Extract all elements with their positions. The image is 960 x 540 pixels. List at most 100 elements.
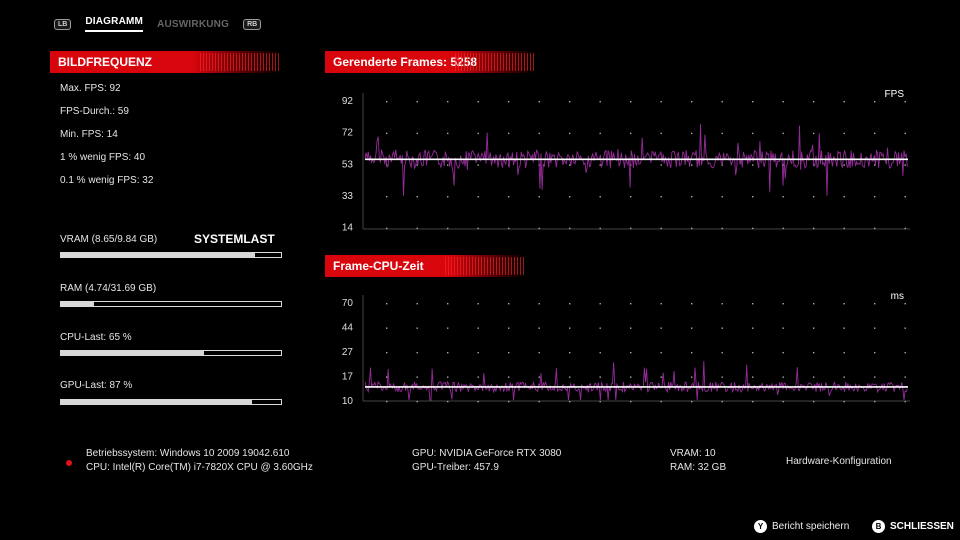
grid-dot (630, 327, 632, 329)
grid-dot (416, 400, 418, 403)
grid-dot (691, 327, 693, 329)
grid-dot (843, 101, 845, 103)
grid-dot (508, 101, 510, 103)
grid-dot (843, 351, 845, 354)
stat-1pct-low: 1 % wenig FPS: 40 (60, 152, 146, 163)
grid-dot (477, 164, 479, 166)
grid-dot (416, 101, 418, 103)
grid-dot (538, 303, 540, 305)
tab-diagramm[interactable]: DIAGRAMM (85, 16, 144, 32)
grid-dot (874, 132, 876, 135)
grid-dot (416, 327, 418, 329)
lb-button-hint[interactable]: LB (54, 18, 72, 30)
grid-dot (874, 351, 876, 354)
grid-dot (752, 400, 754, 403)
grid-dot (721, 132, 723, 135)
rb-button-hint[interactable]: RB (243, 18, 262, 30)
cpu-meter-label: CPU-Last: 65 % (60, 332, 132, 343)
grid-dot (508, 132, 510, 135)
grid-dot (691, 400, 693, 403)
y-tick-label: 72 (342, 128, 354, 139)
grid-dot (721, 164, 723, 166)
grid-dot (660, 227, 662, 230)
grid-dot (599, 303, 601, 305)
grid-dot (874, 327, 876, 329)
grid-dot (660, 327, 662, 329)
y-tick-label: 92 (342, 96, 354, 107)
grid-dot (599, 351, 601, 354)
grid-dot (691, 303, 693, 305)
unit-label: ms (891, 291, 904, 302)
vram-info: VRAM: 10 (670, 448, 716, 459)
grid-dot (813, 400, 815, 403)
fps-chart: 92 72 53 33 14 FPS (342, 89, 910, 233)
grid-dot (630, 196, 632, 198)
grid-dot (538, 196, 540, 198)
grid-dot (477, 227, 479, 230)
grid-dot (782, 227, 784, 230)
grid-dot (660, 351, 662, 354)
close-label: SCHLIESSEN (890, 521, 954, 532)
frames-chart-title: Gerenderte Frames: 5258 (325, 51, 535, 73)
grid-dot (904, 376, 906, 378)
grid-dot (874, 376, 876, 378)
grid-dot (904, 164, 906, 166)
tab-auswirkung[interactable]: AUSWIRKUNG (157, 18, 230, 30)
grid-dot (477, 327, 479, 329)
grid-dot (813, 376, 815, 378)
grid-dot (843, 303, 845, 305)
grid-dot (386, 376, 388, 378)
grid-dot (843, 196, 845, 198)
grid-dot (752, 101, 754, 103)
grid-dot (569, 400, 571, 403)
grid-dot (477, 351, 479, 354)
grid-dot (599, 376, 601, 378)
grid-dot (721, 227, 723, 230)
grid-dot (721, 376, 723, 378)
grid-dot (477, 400, 479, 403)
grid-dot (874, 400, 876, 403)
grid-dot (904, 351, 906, 354)
grid-dot (904, 327, 906, 329)
hardware-config-link[interactable]: Hardware-Konfiguration (786, 456, 892, 467)
vram-meter (60, 252, 282, 258)
grid-dot (813, 132, 815, 135)
grid-dot (904, 303, 906, 305)
grid-dot (721, 327, 723, 329)
grid-dot (782, 327, 784, 329)
grid-dot (752, 132, 754, 135)
grid-dot (416, 303, 418, 305)
grid-dot (508, 376, 510, 378)
grid-dot (813, 196, 815, 198)
grid-dot (447, 327, 449, 329)
grid-dot (752, 227, 754, 230)
grid-dot (691, 227, 693, 230)
grid-dot (447, 132, 449, 135)
grid-dot (569, 351, 571, 354)
close-button[interactable]: B SCHLIESSEN (872, 520, 954, 533)
grid-dot (447, 196, 449, 198)
grid-dot (599, 132, 601, 135)
save-report-button[interactable]: Y Bericht speichern (754, 520, 849, 533)
grid-dot (752, 164, 754, 166)
unit-label: FPS (885, 89, 905, 100)
grid-dot (477, 376, 479, 378)
grid-dot (386, 400, 388, 403)
grid-dot (630, 400, 632, 403)
grid-dot (538, 227, 540, 230)
grid-dot (386, 101, 388, 103)
cpu-time-chart: 70 44 27 17 10 ms (342, 291, 910, 405)
grid-dot (874, 164, 876, 166)
grid-dot (477, 196, 479, 198)
grid-dot (569, 303, 571, 305)
grid-dot (721, 101, 723, 103)
grid-dot (782, 376, 784, 378)
y-tick-label: 53 (342, 159, 354, 170)
grid-dot (813, 101, 815, 103)
grid-dot (691, 164, 693, 166)
ram-meter-label: RAM (4.74/31.69 GB) (60, 283, 157, 294)
grid-dot (508, 227, 510, 230)
cpu-meter-fill (61, 351, 204, 355)
grid-dot (569, 376, 571, 378)
grid-dot (660, 132, 662, 135)
